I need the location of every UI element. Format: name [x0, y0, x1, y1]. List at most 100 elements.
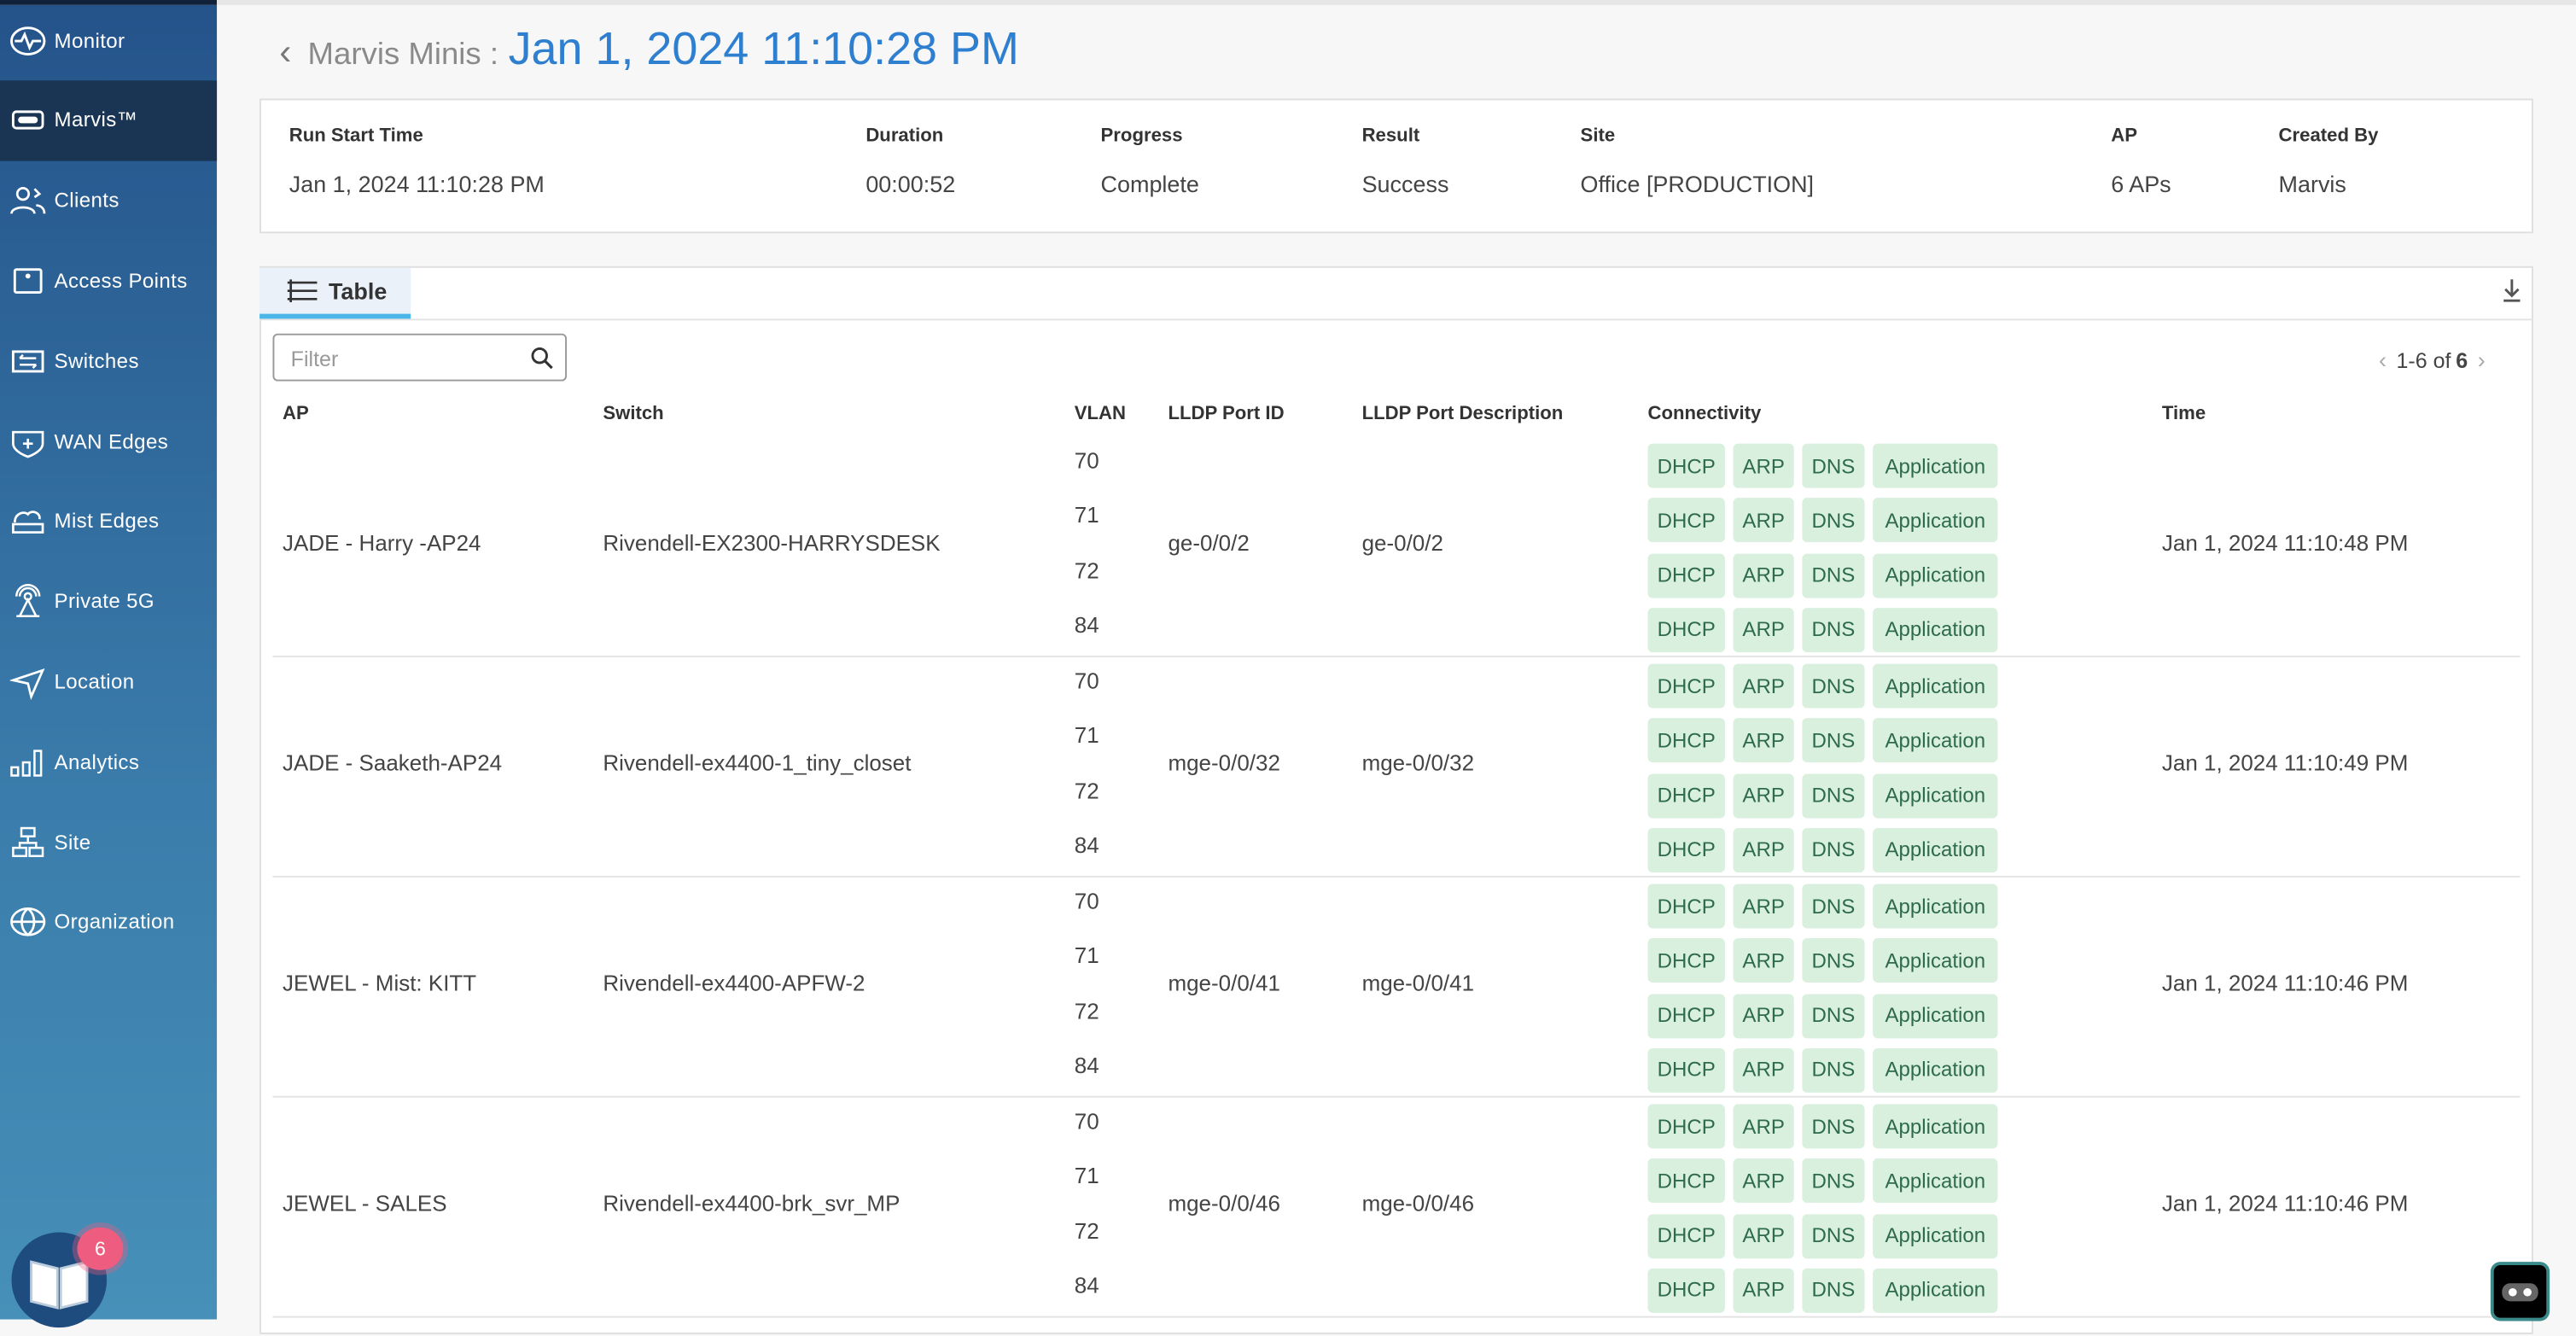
sidebar-item-label: Monitor	[54, 28, 125, 52]
sidebar-item-mist-edges[interactable]: Mist Edges	[0, 481, 217, 562]
page-title: Jan 1, 2024 11:10:28 PM	[508, 22, 1019, 74]
connectivity-chip-application: Application	[1873, 498, 1998, 543]
sidebar-item-marvis[interactable]: Marvis™	[0, 79, 218, 161]
sidebar-item-clients[interactable]: Clients	[0, 160, 217, 241]
connectivity-chip-arp: ARP	[1733, 773, 1794, 818]
page-header: ‹ Marvis Minis : Jan 1, 2024 11:10:28 PM	[279, 23, 1019, 76]
next-page-icon[interactable]: ›	[2477, 347, 2486, 373]
lldp-port-description: ge-0/0/2	[1361, 530, 1443, 556]
sidebar-item-label: Switches	[54, 349, 139, 373]
connectivity-chip-application: Application	[1873, 443, 1998, 488]
lldp-port-id: ge-0/0/2	[1168, 530, 1250, 556]
connectivity-chip-application: Application	[1873, 1268, 1998, 1313]
vlan: 72	[1074, 998, 1099, 1024]
connectivity-chip-dhcp: DHCP	[1647, 1104, 1725, 1149]
connectivity-chip-dns: DNS	[1802, 993, 1865, 1038]
column-header[interactable]: Switch	[603, 404, 664, 424]
sidebar-item-label: Analytics	[54, 750, 140, 773]
vlan: 84	[1074, 1053, 1099, 1078]
sidebar-item-private-5g[interactable]: Private 5G	[0, 561, 217, 641]
connectivity-chip-application: Application	[1873, 884, 1998, 929]
help-book-button[interactable]	[11, 1232, 108, 1328]
download-icon[interactable]	[2502, 277, 2521, 302]
access-point-icon	[13, 267, 43, 294]
connectivity-chip-dns: DNS	[1802, 443, 1865, 488]
analytics-icon	[10, 749, 43, 777]
column-header[interactable]: LLDP Port ID	[1168, 404, 1285, 424]
row-divider	[272, 1316, 2521, 1318]
lldp-port-description: mge-0/0/32	[1361, 750, 1475, 776]
connectivity-chip-application: Application	[1873, 938, 1998, 983]
vlan: 72	[1074, 1218, 1099, 1244]
switch-name[interactable]: Rivendell-ex4400-brk_svr_MP	[603, 1191, 900, 1216]
summary-value: 00:00:52	[865, 171, 956, 197]
sidebar-item-location[interactable]: Location	[0, 641, 217, 721]
filter-input[interactable]	[287, 345, 524, 373]
column-header[interactable]: VLAN	[1074, 404, 1127, 424]
connectivity-chip-arp: ARP	[1733, 1104, 1794, 1149]
row-divider	[272, 1095, 2521, 1098]
vlan: 70	[1074, 448, 1099, 474]
vlan: 71	[1074, 943, 1099, 969]
marvis-assistant-button[interactable]	[2490, 1262, 2550, 1321]
connectivity-chip-application: Application	[1873, 1104, 1998, 1149]
sidebar-item-label: Access Points	[54, 269, 188, 293]
connectivity-chip-dhcp: DHCP	[1647, 663, 1725, 709]
sidebar-item-label: Clients	[54, 189, 119, 213]
sidebar-item-access-points[interactable]: Access Points	[0, 241, 217, 321]
switch-name[interactable]: Rivendell-EX2300-HARRYSDESK	[603, 530, 941, 556]
switch-name[interactable]: Rivendell-ex4400-1_tiny_closet	[603, 750, 912, 776]
connectivity-chip-dhcp: DHCP	[1647, 443, 1725, 488]
vlan: 70	[1074, 1109, 1099, 1135]
sidebar-item-switches[interactable]: Switches	[0, 321, 217, 401]
connectivity-chip-application: Application	[1873, 552, 1998, 598]
sidebar-item-monitor[interactable]: Monitor	[0, 0, 217, 80]
pagination-range: 1-6 of	[2396, 347, 2451, 372]
filter-input-wrapper[interactable]	[272, 333, 568, 382]
ap-name[interactable]: JADE - Harry -AP24	[283, 530, 481, 556]
ap-name[interactable]: JEWEL - SALES	[283, 1191, 447, 1216]
connectivity-chip-arp: ARP	[1733, 938, 1794, 983]
time: Jan 1, 2024 11:10:46 PM	[2161, 1191, 2409, 1216]
connectivity-chip-dhcp: DHCP	[1647, 552, 1725, 598]
column-header[interactable]: Connectivity	[1647, 404, 1762, 424]
results-table-card	[259, 265, 2533, 1334]
connectivity-chip-dhcp: DHCP	[1647, 607, 1725, 652]
tab-table[interactable]: Table	[259, 267, 411, 319]
run-summary-card	[259, 98, 2533, 234]
connectivity-chip-dns: DNS	[1802, 663, 1865, 709]
sidebar-item-analytics[interactable]: Analytics	[0, 721, 217, 802]
connectivity-chip-dhcp: DHCP	[1647, 773, 1725, 818]
sidebar: Monitor Marvis™ Clients Access Points Switch…	[0, 0, 218, 1320]
marvis-icon	[11, 111, 44, 131]
sidebar-item-organization[interactable]: Organization	[0, 882, 217, 962]
lldp-port-id: mge-0/0/41	[1168, 971, 1280, 996]
connectivity-chip-dhcp: DHCP	[1647, 1268, 1725, 1313]
breadcrumb[interactable]: Marvis Minis :	[307, 38, 499, 73]
connectivity-chip-dhcp: DHCP	[1647, 827, 1725, 872]
vlan: 71	[1074, 1164, 1099, 1189]
connectivity-chip-arp: ARP	[1733, 552, 1794, 598]
time: Jan 1, 2024 11:10:49 PM	[2161, 750, 2409, 776]
column-header[interactable]: Time	[2161, 404, 2206, 424]
column-header[interactable]: AP	[283, 404, 309, 424]
wan-edges-icon	[12, 429, 44, 458]
switch-name[interactable]: Rivendell-ex4400-APFW-2	[603, 971, 865, 996]
search-icon[interactable]	[531, 347, 554, 370]
list-icon	[287, 279, 318, 303]
summary-value: Marvis	[2278, 171, 2346, 197]
sidebar-item-wan-edges[interactable]: WAN Edges	[0, 401, 217, 481]
summary-value: Jan 1, 2024 11:10:28 PM	[288, 171, 545, 197]
lldp-port-description: mge-0/0/41	[1361, 971, 1475, 996]
back-chevron-icon[interactable]: ‹	[279, 31, 292, 73]
prev-page-icon[interactable]: ‹	[2378, 347, 2387, 373]
sidebar-item-site[interactable]: Site	[0, 802, 217, 882]
column-header[interactable]: LLDP Port Description	[1361, 404, 1564, 424]
lldp-port-description: mge-0/0/46	[1361, 1191, 1475, 1216]
sidebar-item-label: Location	[54, 670, 135, 694]
ap-name[interactable]: JADE - Saaketh-AP24	[283, 750, 503, 776]
mist-edges-icon	[12, 510, 44, 534]
connectivity-chip-dns: DNS	[1802, 773, 1865, 818]
ap-name[interactable]: JEWEL - Mist: KITT	[283, 971, 477, 996]
sidebar-item-label: Site	[54, 830, 91, 854]
